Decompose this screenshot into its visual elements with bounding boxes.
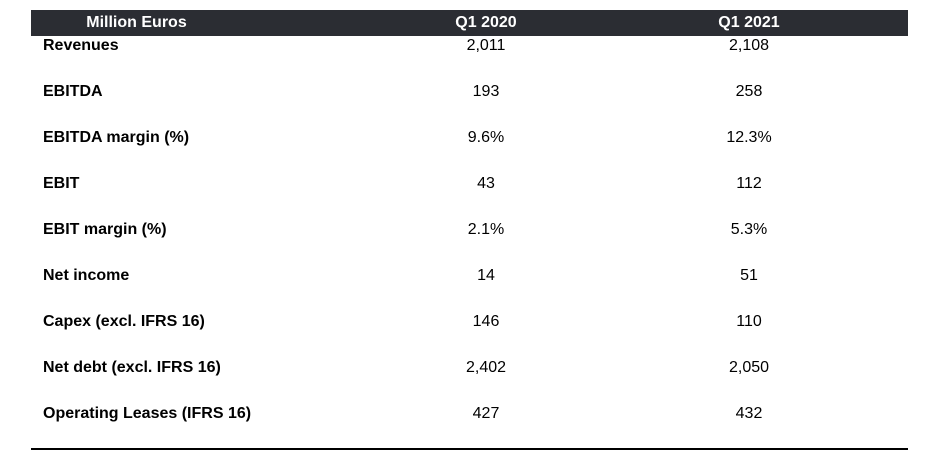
row-value-q1-2021: 110 xyxy=(736,313,762,330)
table-header-row: Million Euros Q1 2020 Q1 2021 xyxy=(31,10,908,36)
table-row: Net income 14 51 xyxy=(31,264,908,288)
row-value-q1-2021: 112 xyxy=(736,175,762,192)
table-row: Capex (excl. IFRS 16) 146 110 xyxy=(31,310,908,334)
row-label: EBITDA margin (%) xyxy=(43,129,190,146)
row-value-q1-2021: 2,050 xyxy=(728,359,770,376)
row-value-q1-2020: 43 xyxy=(477,175,495,192)
row-value-q1-2020: 9.6% xyxy=(467,129,505,146)
row-label: Operating Leases (IFRS 16) xyxy=(43,405,252,422)
financial-summary-table: Million Euros Q1 2020 Q1 2021 Revenues 2… xyxy=(31,10,908,450)
header-column-q1-2021: Q1 2021 xyxy=(718,14,780,31)
table-row: EBIT margin (%) 2.1% 5.3% xyxy=(31,218,908,242)
row-value-q1-2021: 12.3% xyxy=(726,129,772,146)
row-label: Net income xyxy=(43,267,130,284)
table-row: Net debt (excl. IFRS 16) 2,402 2,050 xyxy=(31,356,908,380)
row-value-q1-2020: 427 xyxy=(472,405,500,422)
header-label: Million Euros xyxy=(86,14,187,31)
row-value-q1-2021: 2,108 xyxy=(728,37,770,54)
row-label: Net debt (excl. IFRS 16) xyxy=(43,359,221,376)
row-value-q1-2020: 14 xyxy=(477,267,495,284)
table-row: EBIT 43 112 xyxy=(31,172,908,196)
row-value-q1-2020: 146 xyxy=(472,313,500,330)
table-row: Revenues 2,011 2,108 xyxy=(31,34,908,58)
table-row: EBITDA 193 258 xyxy=(31,80,908,104)
row-value-q1-2021: 5.3% xyxy=(730,221,768,238)
row-value-q1-2020: 2.1% xyxy=(467,221,505,238)
row-value-q1-2020: 2,011 xyxy=(466,37,506,54)
row-value-q1-2021: 258 xyxy=(735,83,763,100)
table-row: EBITDA margin (%) 9.6% 12.3% xyxy=(31,126,908,150)
row-label: Revenues xyxy=(43,37,119,54)
row-value-q1-2021: 51 xyxy=(740,267,758,284)
row-value-q1-2021: 432 xyxy=(735,405,763,422)
row-label: EBIT margin (%) xyxy=(43,221,167,238)
table-bottom-rule xyxy=(31,448,908,450)
header-column-q1-2020: Q1 2020 xyxy=(455,14,517,31)
row-label: EBITDA xyxy=(43,83,103,100)
row-value-q1-2020: 2,402 xyxy=(465,359,507,376)
table-row: Operating Leases (IFRS 16) 427 432 xyxy=(31,402,908,426)
row-label: EBIT xyxy=(43,175,80,192)
row-value-q1-2020: 193 xyxy=(472,83,500,100)
row-label: Capex (excl. IFRS 16) xyxy=(43,313,205,330)
